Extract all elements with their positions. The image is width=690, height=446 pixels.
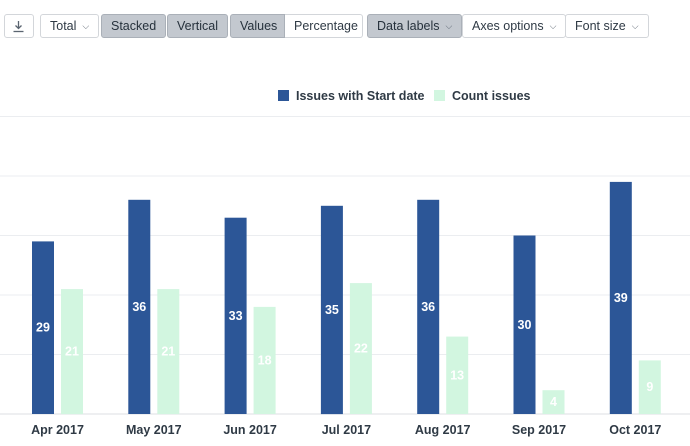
data-label: 33 — [229, 309, 243, 323]
bar-issues-with-start-date[interactable] — [609, 181, 632, 414]
data-label: 22 — [354, 342, 368, 356]
chevron-down-icon: ⌵ — [82, 21, 90, 31]
axes-options-label: Axes options — [472, 19, 544, 33]
bar-issues-with-start-date[interactable] — [417, 199, 440, 414]
grid-lines — [0, 116, 690, 415]
bar-count-issues[interactable] — [638, 360, 661, 414]
x-axis-ticks: Apr 2017 May 2017 Jun 2017 Jul 2017 Aug 2017… — [31, 423, 661, 437]
data-label: 13 — [450, 368, 464, 382]
vertical-toggle[interactable]: Vertical — [167, 14, 228, 38]
data-label: 4 — [550, 395, 557, 409]
values-toggle[interactable]: Values — [230, 14, 285, 38]
download-icon — [13, 21, 24, 33]
x-tick-label: Jul 2017 — [322, 423, 371, 437]
data-label: 35 — [325, 303, 339, 317]
x-tick-label: Oct 2017 — [609, 423, 661, 437]
bar-issues-with-start-date[interactable] — [320, 205, 343, 415]
bar-count-issues[interactable] — [446, 336, 469, 414]
chevron-down-icon: ⌵ — [549, 21, 557, 31]
data-label: 29 — [36, 321, 50, 335]
bar-count-issues[interactable] — [61, 289, 83, 415]
chevron-down-icon: ⌵ — [631, 21, 639, 31]
bar-count-issues[interactable] — [542, 390, 565, 414]
bar-issues-with-start-date[interactable] — [513, 235, 536, 415]
vertical-label: Vertical — [177, 19, 218, 33]
data-label: 36 — [421, 300, 435, 314]
data-label: 36 — [132, 300, 146, 314]
axes-options-dropdown[interactable]: Axes options ⌵ — [462, 14, 567, 38]
stacked-label: Stacked — [111, 19, 157, 33]
x-tick-label: May 2017 — [126, 423, 182, 437]
x-tick-label: Apr 2017 — [31, 423, 84, 437]
data-label: 30 — [518, 318, 532, 332]
chart-bars: 29 21 36 21 33 18 35 22 36 13 30 4 39 9 — [32, 181, 661, 415]
bar-count-issues[interactable] — [253, 306, 276, 414]
legend-label: Issues with Start date — [296, 89, 425, 103]
chart-legend: Issues with Start date Count issues — [278, 89, 531, 103]
bar-count-issues[interactable] — [157, 289, 180, 415]
values-label: Values — [240, 19, 278, 33]
download-button[interactable] — [4, 14, 34, 38]
percentage-label: Percentage — [294, 19, 358, 33]
data-label: 18 — [258, 353, 272, 367]
bar-count-issues[interactable] — [349, 283, 372, 414]
data-labels-label: Data labels — [377, 19, 440, 33]
x-tick-label: Jun 2017 — [223, 423, 277, 437]
percentage-toggle[interactable]: Percentage — [285, 14, 363, 38]
total-label: Total — [50, 19, 77, 33]
bar-issues-with-start-date[interactable] — [224, 217, 247, 414]
bar-issues-with-start-date[interactable] — [32, 241, 54, 414]
x-tick-label: Aug 2017 — [415, 423, 471, 437]
font-size-label: Font size — [575, 19, 626, 33]
legend-swatch — [278, 90, 289, 101]
data-label: 21 — [161, 345, 175, 359]
legend-label: Count issues — [452, 89, 531, 103]
legend-swatch — [434, 90, 445, 101]
stacked-toggle[interactable]: Stacked — [101, 14, 167, 38]
x-tick-label: Sep 2017 — [512, 423, 566, 437]
chevron-down-icon: ⌵ — [445, 21, 453, 31]
data-label: 9 — [646, 380, 653, 394]
data-label: 21 — [65, 345, 79, 359]
data-label: 39 — [614, 291, 628, 305]
total-dropdown[interactable]: Total ⌵ — [40, 14, 100, 38]
bar-issues-with-start-date[interactable] — [128, 199, 151, 414]
chart-toolbar: Total ⌵ Stacked Vertical Values Percentag… — [0, 14, 690, 40]
data-labels-dropdown[interactable]: Data labels ⌵ — [367, 14, 463, 38]
font-size-dropdown[interactable]: Font size ⌵ — [565, 14, 649, 38]
